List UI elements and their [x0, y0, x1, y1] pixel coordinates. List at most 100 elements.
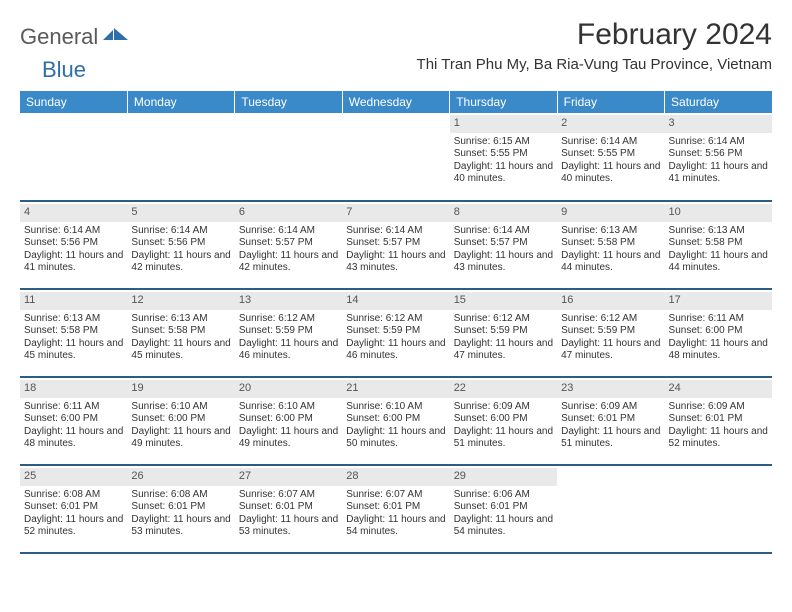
day-info: Sunrise: 6:08 AMSunset: 6:01 PMDaylight:… — [131, 489, 230, 539]
calendar-week-row: 25Sunrise: 6:08 AMSunset: 6:01 PMDayligh… — [20, 465, 772, 553]
day-info: Sunrise: 6:12 AMSunset: 5:59 PMDaylight:… — [346, 313, 445, 363]
day-info: Sunrise: 6:10 AMSunset: 6:00 PMDaylight:… — [131, 401, 230, 451]
calendar-day-cell: 10Sunrise: 6:13 AMSunset: 5:58 PMDayligh… — [665, 201, 772, 289]
calendar-day-cell: 14 Sunrise: 6:12 AMSunset: 5:59 PMDayligh… — [342, 289, 449, 377]
day-info: Sunrise: 6:10 AMSunset: 6:00 PMDaylight:… — [346, 401, 445, 451]
day-number: 4 — [20, 204, 127, 222]
day-info: Sunrise: 6:08 AMSunset: 6:01 PMDaylight:… — [24, 489, 123, 539]
day-number: 22 — [450, 380, 557, 398]
calendar-day-cell — [20, 113, 127, 201]
day-number: 14 — [342, 292, 449, 310]
day-info: Sunrise: 6:09 AMSunset: 6:01 PMDaylight:… — [669, 401, 768, 451]
day-number: 7 — [342, 204, 449, 222]
day-number: 25 — [20, 468, 127, 486]
calendar-day-cell: 8 Sunrise: 6:14 AMSunset: 5:57 PMDaylight… — [450, 201, 557, 289]
calendar-day-cell: 24 Sunrise: 6:09 AMSunset: 6:01 PMDayligh… — [665, 377, 772, 465]
day-number: 18 — [20, 380, 127, 398]
day-number: 6 — [235, 204, 342, 222]
day-number: 24 — [665, 380, 772, 398]
day-info: Sunrise: 6:14 AMSunset: 5:56 PMDaylight:… — [131, 225, 230, 275]
calendar-day-cell: 3Sunrise: 6:14 AMSunset: 5:56 PMDaylight… — [665, 113, 772, 201]
day-info: Sunrise: 6:13 AMSunset: 5:58 PMDaylight:… — [131, 313, 230, 363]
calendar-day-cell: 25 Sunrise: 6:08 AMSunset: 6:01 PMDayligh… — [20, 465, 127, 553]
day-info: Sunrise: 6:12 AMSunset: 5:59 PMDaylight:… — [561, 313, 660, 363]
calendar-day-cell — [557, 465, 664, 553]
calendar-day-cell: 28 Sunrise: 6:07 AMSunset: 6:01 PMDayligh… — [342, 465, 449, 553]
day-number: 17 — [665, 292, 772, 310]
calendar-day-cell: 27 Sunrise: 6:07 AMSunset: 6:01 PMDayligh… — [235, 465, 342, 553]
day-number: 28 — [342, 468, 449, 486]
day-number: 13 — [235, 292, 342, 310]
calendar-day-cell: 29 Sunrise: 6:06 AMSunset: 6:01 PMDayligh… — [450, 465, 557, 553]
day-number: 1 — [450, 115, 557, 133]
day-number: 10 — [665, 204, 772, 222]
month-title: February 2024 — [417, 18, 772, 52]
calendar-day-cell: 22 Sunrise: 6:09 AMSunset: 6:00 PMDayligh… — [450, 377, 557, 465]
calendar-day-cell: 2 Sunrise: 6:14 AMSunset: 5:55 PMDaylight… — [557, 113, 664, 201]
day-info: Sunrise: 6:07 AMSunset: 6:01 PMDaylight:… — [239, 489, 338, 539]
calendar-day-cell: 7 Sunrise: 6:14 AMSunset: 5:57 PMDaylight… — [342, 201, 449, 289]
day-number: 27 — [235, 468, 342, 486]
calendar-day-cell: 6 Sunrise: 6:14 AMSunset: 5:57 PMDaylight… — [235, 201, 342, 289]
weekday-header: Thursday — [450, 91, 557, 113]
calendar-day-cell: 26 Sunrise: 6:08 AMSunset: 6:01 PMDayligh… — [127, 465, 234, 553]
day-info: Sunrise: 6:14 AMSunset: 5:56 PMDaylight:… — [24, 225, 123, 275]
day-info: Sunrise: 6:14 AMSunset: 5:55 PMDaylight:… — [561, 136, 660, 186]
day-number: 15 — [450, 292, 557, 310]
calendar-day-cell: 20Sunrise: 6:10 AMSunset: 6:00 PMDayligh… — [235, 377, 342, 465]
logo-flag-icon — [103, 28, 129, 49]
day-number: 29 — [450, 468, 557, 486]
day-info: Sunrise: 6:09 AMSunset: 6:00 PMDaylight:… — [454, 401, 553, 451]
title-block: February 2024 Thi Tran Phu My, Ba Ria-Vu… — [417, 18, 772, 73]
calendar-week-row: 4Sunrise: 6:14 AMSunset: 5:56 PMDaylight… — [20, 201, 772, 289]
calendar-day-cell: 5 Sunrise: 6:14 AMSunset: 5:56 PMDaylight… — [127, 201, 234, 289]
day-info: Sunrise: 6:06 AMSunset: 6:01 PMDaylight:… — [454, 489, 553, 539]
calendar-day-cell — [342, 113, 449, 201]
weekday-header: Friday — [557, 91, 664, 113]
calendar-day-cell — [665, 465, 772, 553]
calendar-week-row: 18 Sunrise: 6:11 AMSunset: 6:00 PMDayligh… — [20, 377, 772, 465]
day-number: 12 — [127, 292, 234, 310]
logo-text-blue: Blue — [42, 57, 86, 83]
calendar-day-cell: 15Sunrise: 6:12 AMSunset: 5:59 PMDayligh… — [450, 289, 557, 377]
calendar-day-cell: 21 Sunrise: 6:10 AMSunset: 6:00 PMDayligh… — [342, 377, 449, 465]
calendar-day-cell: 17Sunrise: 6:11 AMSunset: 6:00 PMDayligh… — [665, 289, 772, 377]
calendar-day-cell: 13 Sunrise: 6:12 AMSunset: 5:59 PMDayligh… — [235, 289, 342, 377]
day-info: Sunrise: 6:09 AMSunset: 6:01 PMDaylight:… — [561, 401, 660, 451]
day-number: 5 — [127, 204, 234, 222]
calendar-body: 1Sunrise: 6:15 AMSunset: 5:55 PMDaylight… — [20, 113, 772, 553]
calendar-day-cell: 1Sunrise: 6:15 AMSunset: 5:55 PMDaylight… — [450, 113, 557, 201]
calendar-week-row: 11Sunrise: 6:13 AMSunset: 5:58 PMDayligh… — [20, 289, 772, 377]
day-number: 19 — [127, 380, 234, 398]
weekday-header: Saturday — [665, 91, 772, 113]
day-info: Sunrise: 6:11 AMSunset: 6:00 PMDaylight:… — [24, 401, 123, 451]
day-number: 21 — [342, 380, 449, 398]
calendar-day-cell: 16 Sunrise: 6:12 AMSunset: 5:59 PMDayligh… — [557, 289, 664, 377]
day-number: 20 — [235, 380, 342, 398]
calendar-day-cell — [235, 113, 342, 201]
day-number: 9 — [557, 204, 664, 222]
calendar-header-row: SundayMondayTuesdayWednesdayThursdayFrid… — [20, 91, 772, 113]
calendar-table: SundayMondayTuesdayWednesdayThursdayFrid… — [20, 91, 772, 554]
day-info: Sunrise: 6:12 AMSunset: 5:59 PMDaylight:… — [239, 313, 338, 363]
day-number: 8 — [450, 204, 557, 222]
calendar-day-cell: 18 Sunrise: 6:11 AMSunset: 6:00 PMDayligh… — [20, 377, 127, 465]
calendar-day-cell: 4 Sunrise: 6:14 AMSunset: 5:56 PMDaylight… — [20, 201, 127, 289]
logo: General — [20, 24, 131, 50]
calendar-day-cell: 9 Sunrise: 6:13 AMSunset: 5:58 PMDaylight… — [557, 201, 664, 289]
weekday-header: Sunday — [20, 91, 127, 113]
weekday-header: Monday — [127, 91, 234, 113]
day-info: Sunrise: 6:13 AMSunset: 5:58 PMDaylight:… — [24, 313, 123, 363]
day-info: Sunrise: 6:14 AMSunset: 5:57 PMDaylight:… — [239, 225, 338, 275]
day-info: Sunrise: 6:14 AMSunset: 5:57 PMDaylight:… — [346, 225, 445, 275]
day-info: Sunrise: 6:07 AMSunset: 6:01 PMDaylight:… — [346, 489, 445, 539]
day-number: 2 — [557, 115, 664, 133]
day-number: 26 — [127, 468, 234, 486]
calendar-day-cell: 12 Sunrise: 6:13 AMSunset: 5:58 PMDayligh… — [127, 289, 234, 377]
calendar-week-row: 1Sunrise: 6:15 AMSunset: 5:55 PMDaylight… — [20, 113, 772, 201]
day-info: Sunrise: 6:14 AMSunset: 5:57 PMDaylight:… — [454, 225, 553, 275]
weekday-header: Wednesday — [342, 91, 449, 113]
weekday-header: Tuesday — [235, 91, 342, 113]
day-info: Sunrise: 6:13 AMSunset: 5:58 PMDaylight:… — [561, 225, 660, 275]
day-number: 16 — [557, 292, 664, 310]
